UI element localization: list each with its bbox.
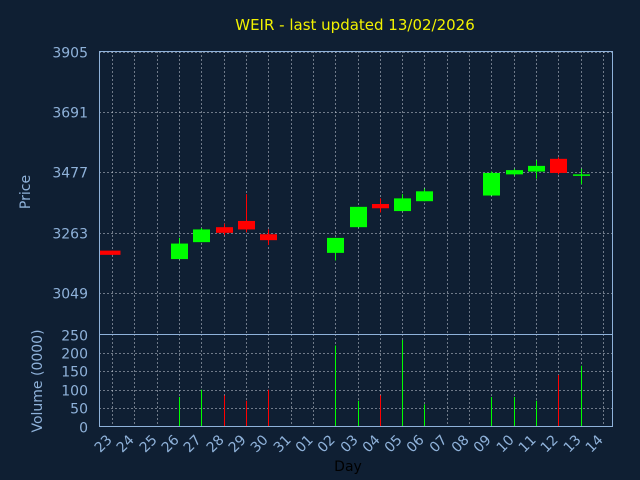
volume-tick-label: 0 (79, 421, 88, 437)
candle-body (372, 204, 389, 209)
volume-tick-label: 200 (61, 347, 88, 363)
price-axis-label: Price (18, 175, 34, 209)
candle-series (99, 157, 590, 261)
candle-body (99, 250, 121, 255)
day-tick-label: 03 (338, 432, 362, 456)
volume-panel-frame (99, 334, 613, 427)
day-tick-label: 31 (271, 432, 295, 456)
day-tick-label: 29 (226, 432, 250, 456)
price-tick-label: 3049 (52, 287, 88, 303)
day-tick-label: 26 (159, 432, 183, 456)
day-tick-label: 11 (516, 432, 540, 456)
day-tick-label: 09 (471, 432, 495, 456)
day-axis-label: Day (334, 459, 362, 475)
day-tick-label: 28 (204, 432, 228, 456)
candle-body (416, 191, 433, 202)
day-tick-label: 25 (137, 432, 161, 456)
volume-tick-label: 150 (61, 365, 88, 381)
price-tick-label: 3691 (52, 106, 88, 122)
price-tick-label: 3477 (52, 166, 88, 182)
day-tick-label: 13 (561, 432, 585, 456)
candle-body (483, 172, 500, 196)
price-tick-label: 3905 (52, 46, 88, 62)
grid-lines (99, 51, 613, 427)
day-tick-label: 14 (583, 432, 607, 456)
candle-body (573, 174, 590, 176)
day-tick-label: 04 (360, 432, 384, 456)
candle-body (528, 165, 545, 172)
volume-tick-label: 50 (70, 402, 88, 418)
candle-body (506, 170, 523, 175)
day-tick-label: 01 (293, 432, 317, 456)
day-tick-label: 05 (382, 432, 406, 456)
day-tick-label: 24 (114, 432, 138, 456)
volume-tick-label: 100 (61, 384, 88, 400)
price-panel-frame (99, 51, 613, 335)
candle-body (238, 220, 255, 230)
candle-body (550, 158, 567, 173)
candle-body (171, 243, 188, 260)
candle-body (216, 227, 233, 233)
candle-body (350, 206, 367, 228)
candle-body (260, 234, 277, 241)
candle-body (394, 198, 411, 212)
price-tick-label: 3263 (52, 227, 88, 243)
day-tick-label: 30 (248, 432, 272, 456)
day-tick-label: 27 (181, 432, 205, 456)
volume-axis-label: Volume (0000) (30, 329, 46, 432)
day-tick-label: 06 (404, 432, 428, 456)
day-tick-label: 10 (494, 432, 518, 456)
candle-body (193, 229, 210, 243)
day-tick-label: 12 (538, 432, 562, 456)
volume-series (179, 340, 582, 427)
candle-body (327, 237, 344, 253)
chart-title: WEIR - last updated 13/02/2026 (235, 16, 475, 34)
day-tick-label: 07 (427, 432, 451, 456)
day-tick-label: 23 (92, 432, 116, 456)
volume-tick-label: 250 (61, 329, 88, 345)
day-tick-label: 02 (315, 432, 339, 456)
day-tick-label: 08 (449, 432, 473, 456)
